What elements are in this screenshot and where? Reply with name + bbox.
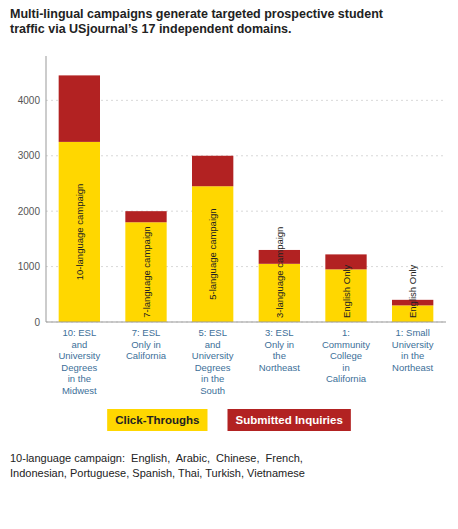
bar-segment (192, 156, 233, 186)
title-line: Multi-lingual campaigns generate targete… (10, 7, 384, 21)
bar-segment (59, 142, 100, 322)
bar-annotations: 10-language campaign 7-language campaign 5… (74, 184, 418, 318)
bar-annotation: 5-language campaign (207, 208, 218, 299)
x-tick-label-line: California (326, 373, 367, 384)
x-tick-label-line: the (273, 350, 286, 361)
bar-segment (125, 211, 166, 222)
x-tick-label-line: in the (68, 373, 91, 384)
bar-annotation: English Only (341, 264, 352, 318)
chart: Multi-lingual campaigns generate targete… (0, 0, 458, 529)
x-tick-label-line: in (342, 362, 349, 373)
y-tick-label: 0 (34, 317, 40, 328)
x-tick-label-line: College (330, 350, 362, 361)
bar-segment (59, 75, 100, 142)
y-tick-label: 4000 (18, 95, 41, 106)
x-tick-label: 10: ESLandUniversityDegreesin theMidwest (58, 327, 100, 396)
footnote: 10-language campaign: English, Arabic, C… (10, 452, 305, 479)
x-axis-line (46, 322, 446, 323)
title: Multi-lingual campaigns generate targete… (10, 7, 384, 36)
legend: Click-Throughs Submitted Inquiries (107, 409, 351, 431)
x-tick-label-line: Community (322, 339, 370, 350)
x-tick-label-line: 3: ESL (265, 327, 294, 338)
x-tick-label-line: and (205, 339, 221, 350)
x-tick-label-line: and (71, 339, 87, 350)
legend-entry: Submitted Inquiries (236, 414, 343, 426)
bar-annotation: English Only (407, 264, 418, 318)
x-tick-label-line: California (126, 350, 167, 361)
x-tick-label-line: in the (401, 350, 424, 361)
x-tick-label: 3: ESLOnly intheNortheast (259, 327, 301, 373)
grid (46, 100, 446, 322)
x-tick-label-line: Northeast (259, 362, 301, 373)
bars (59, 75, 434, 322)
bar-segment (192, 186, 233, 322)
x-tick-label-line: University (392, 339, 434, 350)
x-tick-label-line: 10: ESL (62, 327, 96, 338)
y-axis-line (46, 56, 47, 322)
x-tick-label-line: 1: Small (396, 327, 430, 338)
x-tick-label-line: Only in (131, 339, 161, 350)
grid-line (46, 155, 446, 156)
x-tick-label: 1:CommunityCollegeinCalifornia (322, 327, 370, 384)
y-tick-label: 1000 (18, 261, 41, 272)
grid-line (46, 211, 446, 212)
x-tick-label-line: 7: ESL (132, 327, 161, 338)
grid-line (46, 266, 446, 267)
grid-line (46, 100, 446, 101)
x-tick-label-line: Degrees (61, 362, 97, 373)
legend-swatch (107, 409, 207, 431)
y-tick-label: 3000 (18, 150, 41, 161)
footnote-line: Indonesian, Portuguese, Spanish, Thai, T… (10, 467, 305, 479)
bar-annotation: 10-language campaign (74, 184, 85, 281)
footnote-line: 10-language campaign: English, Arabic, C… (10, 452, 303, 464)
x-tick-label-line: South (200, 385, 225, 396)
x-tick-label-line: 5: ESL (198, 327, 227, 338)
bar-annotation: 7-language campaign (141, 226, 152, 317)
x-tick-label: 7: ESLOnly inCalifornia (126, 327, 167, 361)
legend-entry: Click-Throughs (115, 414, 199, 426)
title-line: traffic via USjournal’s 17 independent d… (10, 22, 292, 36)
x-tick-label-line: Midwest (62, 385, 97, 396)
x-tick-label-line: in the (201, 373, 224, 384)
x-tick-label-line: Degrees (195, 362, 231, 373)
x-tick-label: 1: SmallUniversityin theNortheast (392, 327, 434, 373)
bar-segment (125, 222, 166, 322)
grid-line (46, 322, 446, 323)
bar-annotation: 3-language campaign (274, 227, 285, 318)
x-tick-label-line: Northeast (392, 362, 434, 373)
x-tick-label-line: Only in (265, 339, 295, 350)
legend-swatch (228, 409, 351, 431)
x-tick-label-line: University (192, 350, 234, 361)
x-tick-label-line: University (58, 350, 100, 361)
x-tick-label: 5: ESLandUniversityDegreesin theSouth (192, 327, 234, 396)
y-tick-label: 2000 (18, 206, 41, 217)
x-tick-label-line: 1: (342, 327, 350, 338)
